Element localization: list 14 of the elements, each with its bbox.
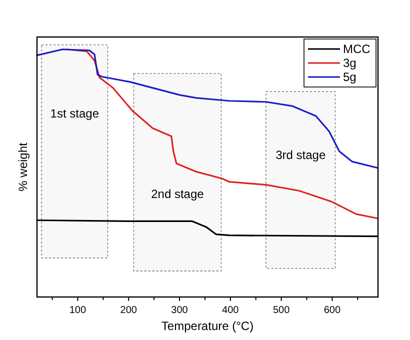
- y-axis-title: % weight: [16, 142, 30, 192]
- legend-label: 5g: [343, 70, 356, 84]
- x-tick-label: 300: [171, 305, 188, 316]
- x-tick-label: 100: [69, 305, 86, 316]
- x-axis-title: Temperature (°C): [161, 319, 254, 333]
- legend-label: 3g: [343, 56, 356, 70]
- band-label: 1st stage: [50, 106, 100, 121]
- band-label: 2nd stage: [151, 187, 204, 202]
- legend-label: MCC: [343, 42, 371, 56]
- x-tick-label: 500: [272, 305, 290, 316]
- band-label: 3rd stage: [276, 148, 326, 162]
- x-tick-label: 200: [120, 305, 138, 316]
- x-tick-label: 600: [324, 305, 341, 316]
- x-tick-label: 400: [222, 305, 240, 316]
